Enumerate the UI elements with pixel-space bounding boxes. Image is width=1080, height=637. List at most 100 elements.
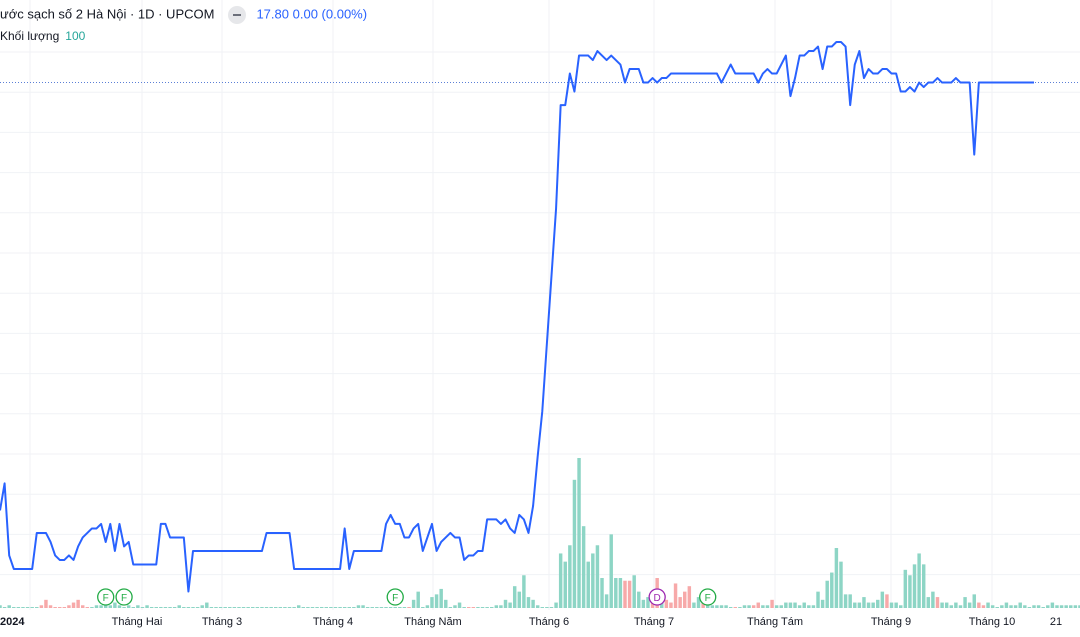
volume-bar xyxy=(172,607,177,608)
volume-bar xyxy=(577,458,581,608)
volume-bar xyxy=(499,605,503,608)
event-circle xyxy=(648,588,666,606)
volume-bar xyxy=(816,591,820,608)
volume-bar xyxy=(595,545,600,608)
volume-bar xyxy=(71,602,76,608)
volume-bar xyxy=(830,572,834,608)
volume-bar xyxy=(1009,605,1013,608)
volume-bar xyxy=(251,607,255,608)
volume-bar xyxy=(388,607,393,608)
volume-bar xyxy=(696,597,701,608)
volume-bar xyxy=(1023,605,1027,608)
volume-bar xyxy=(825,580,829,608)
x-tick-label: Tháng 7 xyxy=(634,616,674,628)
volume-bar xyxy=(205,602,209,608)
volume-bar xyxy=(12,607,16,608)
volume-bar xyxy=(402,607,407,608)
volume-bar xyxy=(627,580,632,608)
volume-bar xyxy=(866,602,871,608)
volume-bar xyxy=(935,597,940,608)
volume-bar xyxy=(512,586,517,608)
volume-bar xyxy=(200,605,204,608)
event-marker-f: F xyxy=(386,588,404,606)
volume-bar xyxy=(614,578,618,608)
volume-value: 100 xyxy=(65,29,86,43)
volume-bars xyxy=(0,458,1080,608)
event-circle xyxy=(699,588,717,606)
volume-bar xyxy=(774,605,779,608)
x-tick-label: Tháng 3 xyxy=(202,616,242,628)
event-marker-f: F xyxy=(97,588,115,606)
volume-bar xyxy=(990,605,995,608)
volume-bar xyxy=(177,605,181,608)
volume-bar xyxy=(490,607,494,608)
volume-bar xyxy=(885,594,889,608)
volume-bar xyxy=(848,594,852,608)
volume-bar xyxy=(352,607,356,608)
volume-bar xyxy=(136,605,140,608)
volume-bar xyxy=(843,594,848,608)
volume-bar xyxy=(379,607,384,608)
volume-bar xyxy=(1041,607,1045,608)
volume-bar xyxy=(480,607,485,608)
volume-label[interactable]: Khối lượng xyxy=(0,29,60,43)
x-tick-label: Tháng 10 xyxy=(969,616,1015,628)
volume-bar xyxy=(664,599,669,608)
volume-bar xyxy=(76,599,80,608)
volume-bar xyxy=(126,605,131,608)
chart-legend: ước sạch số 2 Hà Nội · 1D · UPCOM 17.80 0… xyxy=(0,6,367,24)
volume-bar xyxy=(526,597,531,608)
volume-bar xyxy=(972,594,976,608)
volume-bar xyxy=(361,605,365,608)
volume-bar xyxy=(467,607,471,608)
volume-bar xyxy=(903,569,908,608)
volume-bar xyxy=(16,607,21,608)
volume-bar xyxy=(310,607,315,608)
volume-bar xyxy=(1036,605,1041,608)
volume-bar xyxy=(186,607,191,608)
volume-bar xyxy=(600,578,604,608)
volume-bar xyxy=(407,607,411,608)
volume-bar xyxy=(761,605,765,608)
price-line xyxy=(0,41,1034,593)
volume-bar xyxy=(517,591,522,608)
volume-bar xyxy=(434,594,439,608)
volume-bar xyxy=(788,602,793,608)
volume-bar xyxy=(558,553,563,608)
volume-bar xyxy=(365,607,370,608)
volume-bar xyxy=(1059,605,1064,608)
volume-bar xyxy=(540,607,544,608)
volume-bar xyxy=(278,607,283,608)
horizontal-gridlines xyxy=(0,51,1080,576)
volume-bar xyxy=(214,607,218,608)
collapse-icon[interactable] xyxy=(228,6,247,24)
volume-bar xyxy=(296,605,301,608)
event-label: F xyxy=(705,593,711,604)
volume-bar xyxy=(7,605,11,608)
volume-bar xyxy=(39,605,44,608)
volume-bar xyxy=(48,605,53,608)
x-tick-label: Tháng 6 xyxy=(529,616,569,628)
volume-bar xyxy=(35,607,39,608)
x-tick-label: 21 xyxy=(1050,616,1062,628)
volume-bar xyxy=(710,605,715,608)
volume-bar xyxy=(724,605,728,608)
volume-bar xyxy=(1064,605,1068,608)
symbol-title[interactable]: ước sạch số 2 Hà Nội · 1D · UPCOM xyxy=(0,6,215,22)
volume-bar xyxy=(880,591,885,608)
volume-bar xyxy=(751,605,756,608)
volume-bar xyxy=(195,607,200,608)
volume-bar xyxy=(853,602,857,608)
time-axis: 2024 Tháng Hai Tháng 3 Tháng 4 Tháng Năm Thán… xyxy=(0,616,1062,628)
volume-bar xyxy=(283,607,287,608)
volume-bar xyxy=(154,607,158,608)
volume-bar xyxy=(94,605,99,608)
x-tick-label: Tháng Hai xyxy=(112,616,163,628)
volume-bar xyxy=(319,607,324,608)
volume-bar xyxy=(315,607,319,608)
volume-bar xyxy=(1073,605,1078,608)
volume-bar xyxy=(641,599,646,608)
volume-bar xyxy=(926,597,931,608)
volume-bar xyxy=(453,605,457,608)
